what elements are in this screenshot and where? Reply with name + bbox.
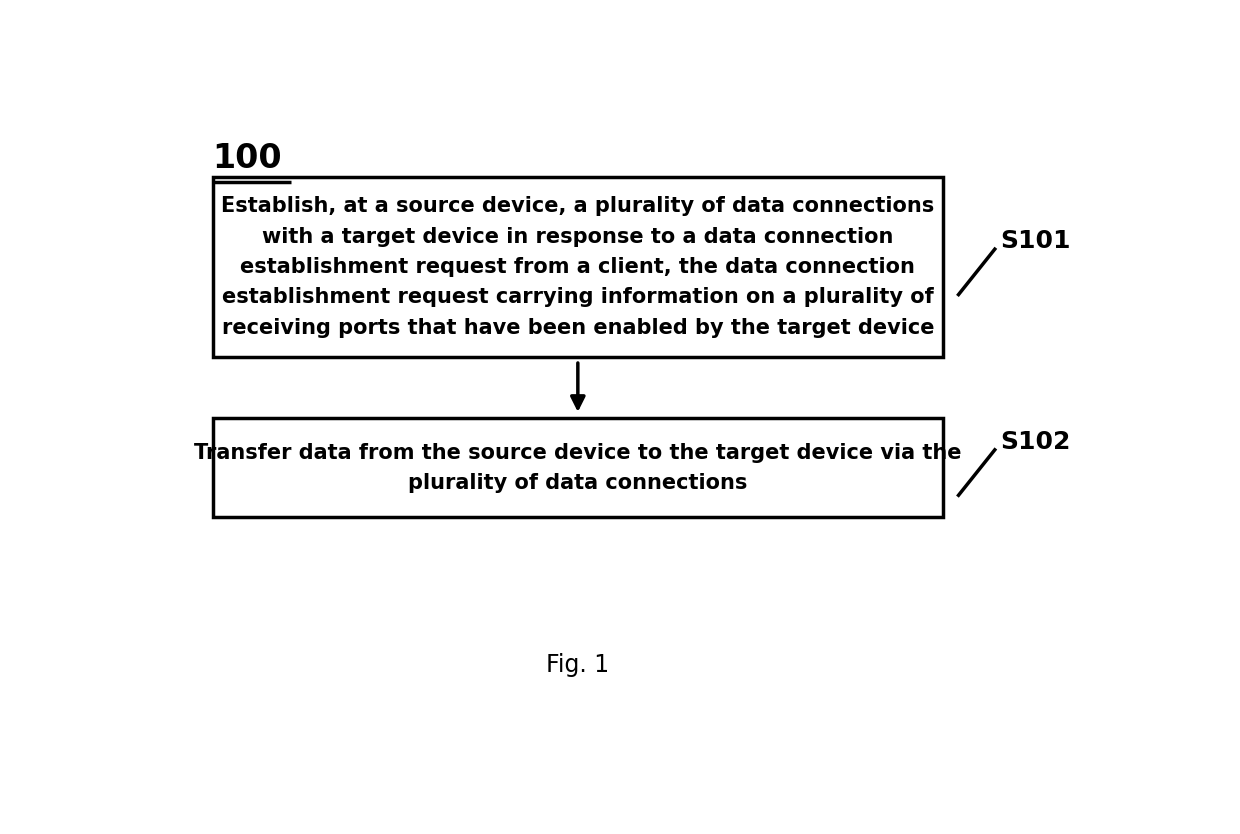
Text: Establish, at a source device, a plurality of data connections
with a target dev: Establish, at a source device, a plurali… [221, 196, 935, 338]
FancyBboxPatch shape [213, 418, 944, 517]
FancyBboxPatch shape [213, 177, 944, 357]
Text: S101: S101 [1001, 229, 1071, 254]
Text: Fig. 1: Fig. 1 [547, 653, 609, 677]
Text: Transfer data from the source device to the target device via the
plurality of d: Transfer data from the source device to … [195, 443, 961, 493]
Text: S102: S102 [1001, 430, 1071, 454]
Text: 100: 100 [213, 142, 283, 175]
